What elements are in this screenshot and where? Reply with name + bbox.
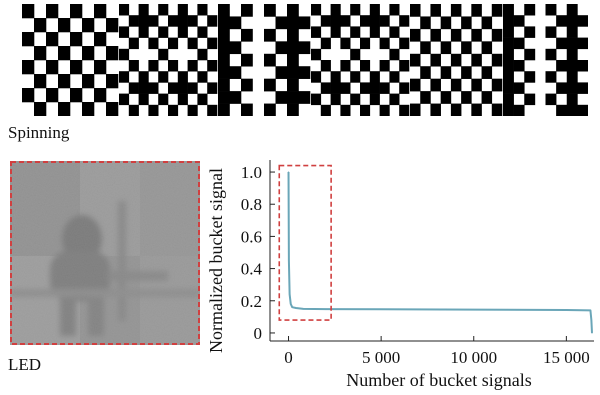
series-point [590, 319, 592, 321]
y-tick-label: 0.4 [241, 260, 263, 279]
checkerboard-panel [119, 4, 218, 116]
x-tick-label: 10 000 [450, 348, 497, 367]
y-tick-label: 0.8 [241, 195, 262, 214]
y-tick-label: 0 [254, 324, 263, 343]
series-point [289, 293, 291, 295]
series-point [290, 303, 292, 305]
checkerboard-panel [311, 4, 410, 116]
series-point [324, 308, 327, 310]
series-line [287, 172, 593, 333]
led-image-border [10, 161, 200, 345]
series-point [295, 307, 297, 309]
series-point [302, 308, 304, 310]
led-image-content [10, 161, 200, 345]
x-tick-label: 5 000 [362, 348, 400, 367]
series-point [589, 309, 592, 312]
x-tick-label: 15 000 [543, 348, 590, 367]
led-reconstructed-image [10, 161, 200, 345]
x-tick-label: 0 [284, 348, 293, 367]
bucket-signal-chart: 0 0.2 0.4 0.6 0.8 1.0 0 5 000 10 000 15 000 Number… [206, 160, 594, 390]
y-axis-label: Normalized bucket signal [206, 168, 226, 353]
checkerboard-panel [218, 4, 311, 116]
series-point [565, 309, 567, 311]
checkerboard-panel [503, 4, 588, 116]
highlight-box [278, 164, 332, 321]
caption-spinning: Spinning [8, 123, 70, 142]
series-point [287, 171, 290, 173]
y-tick-label: 0.6 [241, 227, 262, 246]
series-point [591, 332, 593, 334]
series-point [288, 259, 290, 262]
checkerboard-pattern-strip [22, 4, 588, 116]
checkerboard-panel [22, 4, 119, 116]
caption-led: LED [8, 355, 42, 374]
series-point [380, 308, 382, 310]
x-axis-label: Number of bucket signals [346, 370, 531, 390]
y-tick-label: 0.2 [241, 292, 262, 311]
y-tick-label: 1.0 [241, 163, 262, 182]
checkerboard-panel [410, 4, 503, 116]
series-point [291, 306, 293, 308]
series-point [473, 309, 475, 311]
